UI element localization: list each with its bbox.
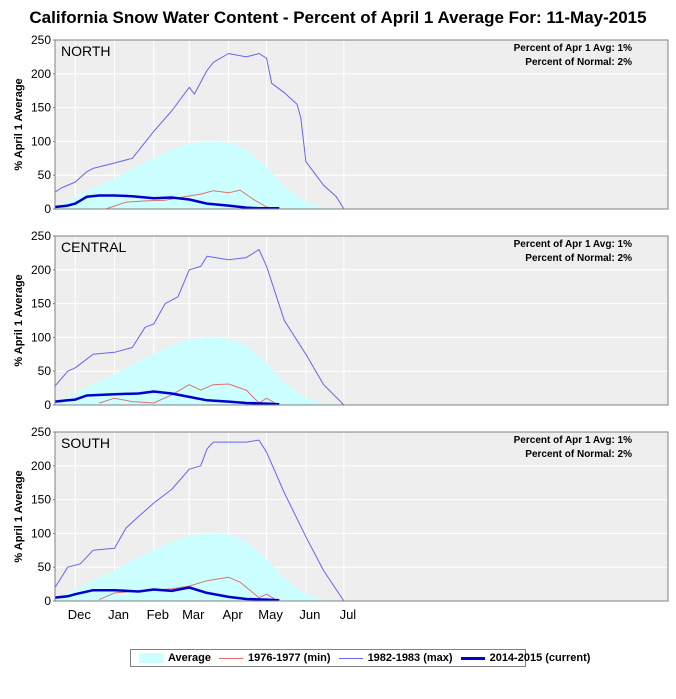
series-current-north bbox=[54, 194, 280, 210]
y-tick-label: 100 bbox=[31, 330, 51, 344]
series-max-north bbox=[54, 53, 345, 210]
y-tick-label: 200 bbox=[31, 263, 51, 277]
legend-item-min: 1976-1977 (min) bbox=[219, 652, 331, 664]
annotation-line: Percent of Apr 1 Avg: 1% bbox=[514, 435, 632, 446]
x-tick-label: Dec bbox=[68, 607, 92, 622]
legend-swatch-average bbox=[139, 653, 163, 663]
y-tick-label: 150 bbox=[31, 297, 51, 311]
x-tick-label: Feb bbox=[147, 607, 169, 622]
legend-item-max: 1982-1983 (max) bbox=[338, 652, 453, 664]
y-tick-label: 250 bbox=[31, 33, 51, 47]
x-tick-label: Jun bbox=[299, 607, 320, 622]
annotation-line: Percent of Normal: 2% bbox=[525, 449, 632, 460]
y-tick-label: 250 bbox=[31, 425, 51, 439]
legend-label-min: 1976-1977 (min) bbox=[248, 652, 331, 664]
legend-swatch-min bbox=[219, 657, 244, 659]
region-label-south: SOUTH bbox=[61, 435, 110, 451]
y-tick-label: 100 bbox=[31, 526, 51, 540]
x-tick-label: Jul bbox=[340, 607, 357, 622]
region-label-central: CENTRAL bbox=[61, 239, 127, 255]
y-tick-label: 150 bbox=[31, 493, 51, 507]
chart-title: California Snow Water Content - Percent … bbox=[29, 8, 647, 27]
series-average-central bbox=[55, 337, 344, 405]
legend-label-max: 1982-1983 (max) bbox=[367, 652, 453, 664]
annotation-line: Percent of Normal: 2% bbox=[525, 253, 632, 264]
x-tick-label: Mar bbox=[182, 607, 205, 622]
y-axis-label: % April 1 Average bbox=[13, 274, 25, 366]
y-tick-label: 150 bbox=[31, 101, 51, 115]
legend-label-current: 2014-2015 (current) bbox=[489, 652, 591, 664]
series-average-north bbox=[55, 141, 344, 209]
x-tick-label: Apr bbox=[222, 607, 243, 622]
plot-frame-south bbox=[54, 431, 669, 602]
y-tick-label: 0 bbox=[44, 398, 51, 412]
series-max-south bbox=[54, 439, 345, 602]
y-axis-label: % April 1 Average bbox=[13, 470, 25, 562]
y-tick-label: 100 bbox=[31, 134, 51, 148]
legend-swatch-max bbox=[338, 657, 363, 659]
x-tick-label: May bbox=[258, 607, 283, 622]
legend-label-average: Average bbox=[168, 652, 212, 664]
series-current-central bbox=[54, 390, 280, 406]
legend-item-average: Average bbox=[139, 652, 211, 664]
y-tick-label: 0 bbox=[44, 202, 51, 216]
y-tick-label: 50 bbox=[38, 560, 52, 574]
legend: Average 1976-1977 (min) 1982-1983 (max) … bbox=[130, 649, 590, 667]
region-label-north: NORTH bbox=[61, 43, 111, 59]
y-axis-label: % April 1 Average bbox=[13, 78, 25, 170]
x-tick-label: Jan bbox=[108, 607, 129, 622]
series-average-south bbox=[55, 533, 344, 601]
series-current-south bbox=[54, 586, 280, 602]
y-tick-label: 200 bbox=[31, 67, 51, 81]
legend-swatch-current bbox=[460, 656, 485, 660]
y-tick-label: 0 bbox=[44, 594, 51, 608]
y-tick-label: 200 bbox=[31, 459, 51, 473]
series-max-central bbox=[54, 249, 345, 406]
series-min-north bbox=[105, 189, 279, 210]
y-tick-label: 250 bbox=[31, 229, 51, 243]
plot-frame-central bbox=[54, 235, 669, 406]
annotation-line: Percent of Normal: 2% bbox=[525, 57, 632, 68]
annotation-line: Percent of Apr 1 Avg: 1% bbox=[514, 239, 632, 250]
y-tick-label: 50 bbox=[38, 364, 52, 378]
annotation-line: Percent of Apr 1 Avg: 1% bbox=[514, 43, 632, 54]
legend-item-current: 2014-2015 (current) bbox=[460, 652, 591, 664]
plot-frame-north bbox=[54, 39, 669, 210]
y-tick-label: 50 bbox=[38, 168, 52, 182]
